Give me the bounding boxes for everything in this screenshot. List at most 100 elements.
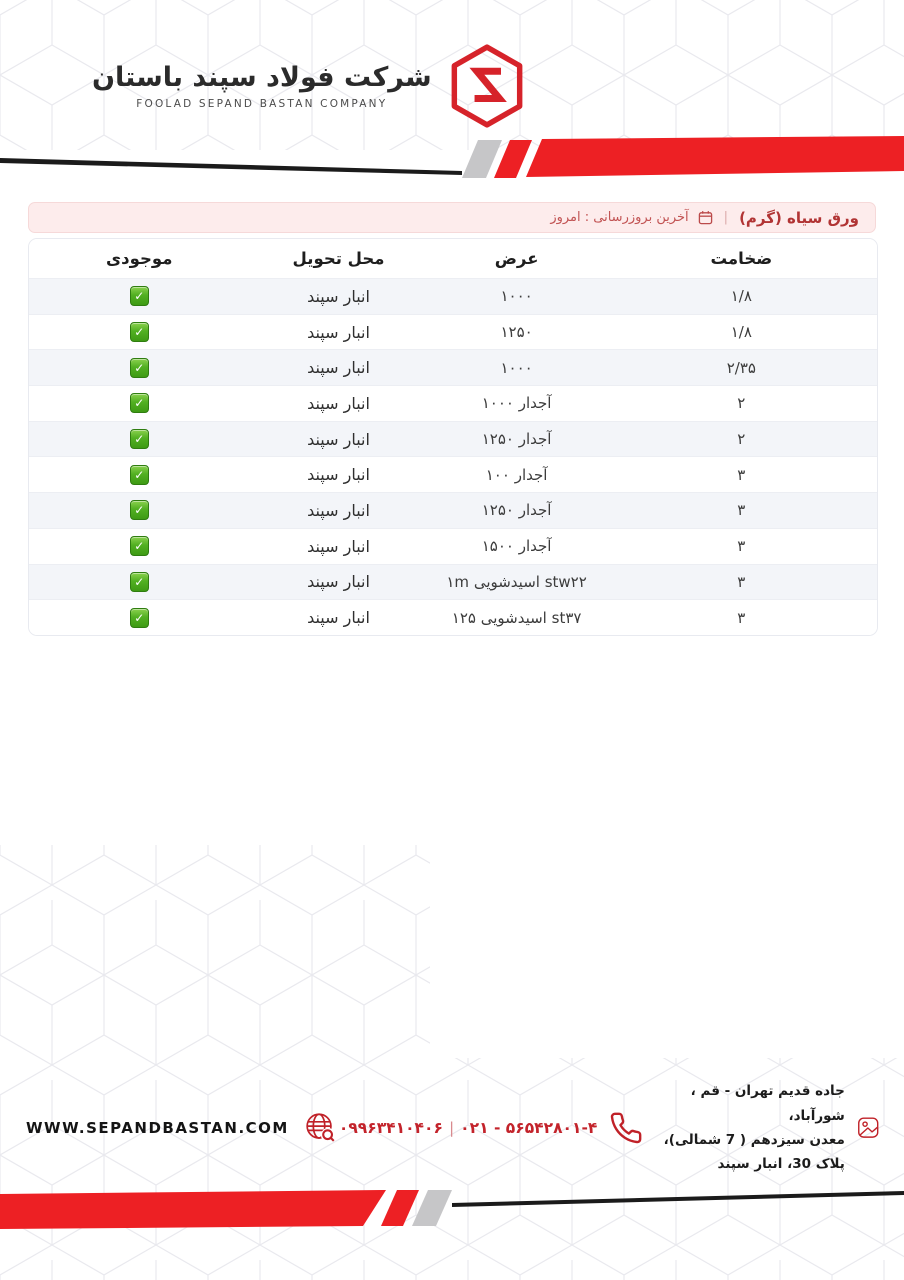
cell-delivery: انبار سپند (249, 349, 428, 386)
cell-width: ۱۰۰۰ (427, 349, 606, 386)
map-pin-icon (857, 1117, 879, 1138)
cell-width: ۱۵۰۰ آجدار (427, 527, 606, 564)
table-row: ۳ ۱۲۵ اسیدشویی st۳۷ انبار سپند (29, 599, 877, 636)
width-value: ۱۲۵ اسیدشویی st۳۷ (451, 608, 582, 627)
last-update-label: آخرین بروزرسانی : امروز (550, 210, 689, 225)
green-check-icon (129, 393, 149, 414)
col-header-delivery: محل تحویل (249, 239, 428, 279)
table-row: ۲ ۱۲۵۰ آجدار انبار سپند (29, 420, 877, 457)
green-check-icon (129, 500, 149, 521)
cell-delivery: انبار سپند (249, 456, 428, 493)
width-value: ۱۵۰۰ آجدار (481, 537, 552, 556)
address-group: جاده قدیم تهران - قم ، شورآباد، معدن سیز… (643, 1079, 880, 1176)
width-value: ۱۲۵۰ آجدار (481, 501, 552, 520)
table-row: ۳ ۱۵۰۰ آجدار انبار سپند (29, 527, 877, 564)
bottom-stripe-decoration (0, 1190, 904, 1229)
phone-mobile[interactable]: ۰۹۹۶۳۴۱۰۴۰۶ (338, 1119, 443, 1137)
cell-thickness: ۳ (605, 492, 877, 529)
company-logo: شرکت فولاد سپند باستان FOOLAD SEPAND BAS… (92, 44, 526, 128)
banner-separator: | (723, 210, 729, 225)
width-value: ۱۰۰ آجدار (485, 465, 548, 484)
cell-stock (29, 456, 250, 493)
cell-delivery: انبار سپند (249, 563, 428, 600)
width-value: ۱۲۵۰ (500, 323, 533, 342)
cell-delivery: انبار سپند (249, 420, 428, 457)
cell-thickness: ۱/۸ (605, 313, 877, 350)
availability-table: ضخامت عرض محل تحویل موجودی ۱/۸ ۱۰۰۰ انبا… (28, 238, 878, 637)
phone-group: ۰۹۹۶۳۴۱۰۴۰۶ | ۰۲۱ - ۵۶۵۴۲۸۰۱-۴ (339, 1111, 644, 1145)
website-group: WWW.SEPANDBASTAN.COM (26, 1108, 339, 1148)
table-header-row: ضخامت عرض محل تحویل موجودی (29, 239, 877, 279)
green-check-icon (129, 571, 149, 592)
address-line-1: جاده قدیم تهران - قم ، شورآباد، (690, 1083, 845, 1124)
phone-separator: | (448, 1119, 455, 1137)
green-check-icon (129, 322, 149, 343)
width-value: ۱۲۵۰ آجدار (481, 430, 552, 449)
cell-delivery: انبار سپند (249, 527, 428, 564)
cell-width: ۱۰۰۰ (427, 278, 606, 315)
green-check-icon (129, 429, 149, 450)
cell-delivery: انبار سپند (249, 313, 428, 350)
cell-thickness: ۱/۸ (605, 278, 877, 315)
cell-delivery: انبار سپند (249, 492, 428, 529)
col-header-width: عرض (427, 239, 606, 279)
width-value: ۱۰۰۰ (500, 358, 533, 377)
green-check-icon (129, 464, 149, 485)
table-row: ۳ ۱m اسیدشویی stw۲۲ انبار سپند (29, 563, 877, 600)
cell-stock (29, 385, 250, 422)
cell-stock (29, 420, 250, 457)
cell-thickness: ۲ (605, 420, 877, 457)
green-check-icon (129, 286, 149, 307)
address-text: جاده قدیم تهران - قم ، شورآباد، معدن سیز… (643, 1079, 845, 1176)
globe-search-icon (306, 1113, 336, 1143)
cell-thickness: ۳ (605, 599, 877, 636)
width-value: ۱m اسیدشویی stw۲۲ (446, 572, 587, 591)
table-row: ۱/۸ ۱۲۵۰ انبار سپند (29, 313, 877, 350)
cell-stock (29, 492, 250, 529)
cell-width: ۱۲۵۰ (427, 313, 606, 350)
green-check-icon (129, 607, 149, 628)
website-link[interactable]: WWW.SEPANDBASTAN.COM (26, 1119, 289, 1137)
cell-delivery: انبار سپند (249, 385, 428, 422)
phone-numbers[interactable]: ۰۹۹۶۳۴۱۰۴۰۶ | ۰۲۱ - ۵۶۵۴۲۸۰۱-۴ (339, 1119, 598, 1137)
cell-thickness: ۲ (605, 385, 877, 422)
cell-width: ۱m اسیدشویی stw۲۲ (427, 563, 606, 600)
table-row: ۱/۸ ۱۰۰۰ انبار سپند (29, 278, 877, 315)
cell-width: ۱۰۰ آجدار (427, 456, 606, 493)
cell-stock (29, 313, 250, 350)
green-check-icon (129, 536, 149, 557)
top-stripe-decoration (0, 136, 904, 178)
sheet-type-title: ورق سیاه (گرم) (739, 208, 859, 227)
contact-footer: WWW.SEPANDBASTAN.COM ۰۹۹۶۳۴۱۰۴۰۶ | ۰۲۱ - ۵… (26, 1083, 880, 1172)
cell-delivery: انبار سپند (249, 278, 428, 315)
cell-thickness: ۲/۳۵ (605, 349, 877, 386)
cell-stock (29, 563, 250, 600)
width-value: ۱۰۰۰ (500, 287, 533, 306)
cell-width: ۱۰۰۰ آجدار (427, 385, 606, 422)
calendar-icon (698, 211, 712, 225)
cell-stock (29, 349, 250, 386)
cell-thickness: ۳ (605, 563, 877, 600)
table-row: ۳ ۱۰۰ آجدار انبار سپند (29, 456, 877, 493)
cell-delivery: انبار سپند (249, 599, 428, 636)
col-header-thickness: ضخامت (605, 239, 877, 279)
cell-width: ۱۲۵ اسیدشویی st۳۷ (427, 599, 606, 636)
cell-stock (29, 278, 250, 315)
table-row: ۲ ۱۰۰۰ آجدار انبار سپند (29, 385, 877, 422)
cell-width: ۱۲۵۰ آجدار (427, 420, 606, 457)
phone-landline[interactable]: ۰۲۱ - ۵۶۵۴۲۸۰۱-۴ (460, 1119, 598, 1137)
cell-width: ۱۲۵۰ آجدار (427, 492, 606, 529)
width-value: ۱۰۰۰ آجدار (481, 394, 552, 413)
green-check-icon (129, 357, 149, 378)
cell-stock (29, 599, 250, 636)
cell-stock (29, 527, 250, 564)
company-name-fa: شرکت فولاد سپند باستان (92, 62, 432, 93)
table-row: ۲/۳۵ ۱۰۰۰ انبار سپند (29, 349, 877, 386)
company-name-en: FOOLAD SEPAND BASTAN COMPANY (136, 98, 388, 110)
col-header-stock: موجودی (29, 239, 250, 279)
phone-icon (611, 1112, 642, 1144)
table-row: ۳ ۱۲۵۰ آجدار انبار سپند (29, 492, 877, 529)
cell-thickness: ۳ (605, 527, 877, 564)
hexagon-s-logo-icon (451, 44, 523, 128)
